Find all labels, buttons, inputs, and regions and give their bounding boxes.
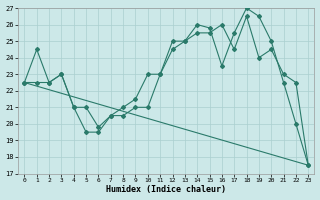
X-axis label: Humidex (Indice chaleur): Humidex (Indice chaleur) xyxy=(106,185,226,194)
